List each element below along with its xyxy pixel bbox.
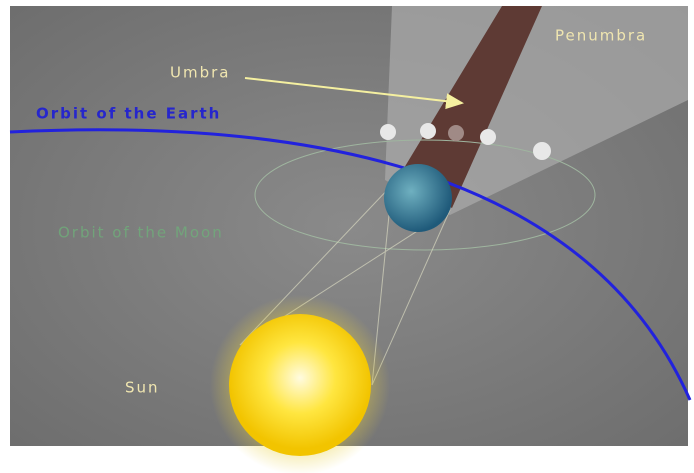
earth-orbit: [9, 128, 692, 401]
umbra-shadow: [398, 6, 542, 208]
moon-orbit: [254, 139, 596, 251]
moon-orbit-label: Orbit of the Moon: [58, 224, 224, 242]
earth-orbit-label: Orbit of the Earth: [36, 105, 221, 123]
sun: [229, 314, 371, 456]
moons: [380, 123, 551, 160]
umbra-label: Umbra: [170, 64, 230, 82]
penumbra-label: Penumbra: [555, 27, 647, 45]
umbra-arrow: [244, 77, 464, 110]
earth: [384, 164, 452, 232]
sun-label: Sun: [125, 379, 160, 397]
